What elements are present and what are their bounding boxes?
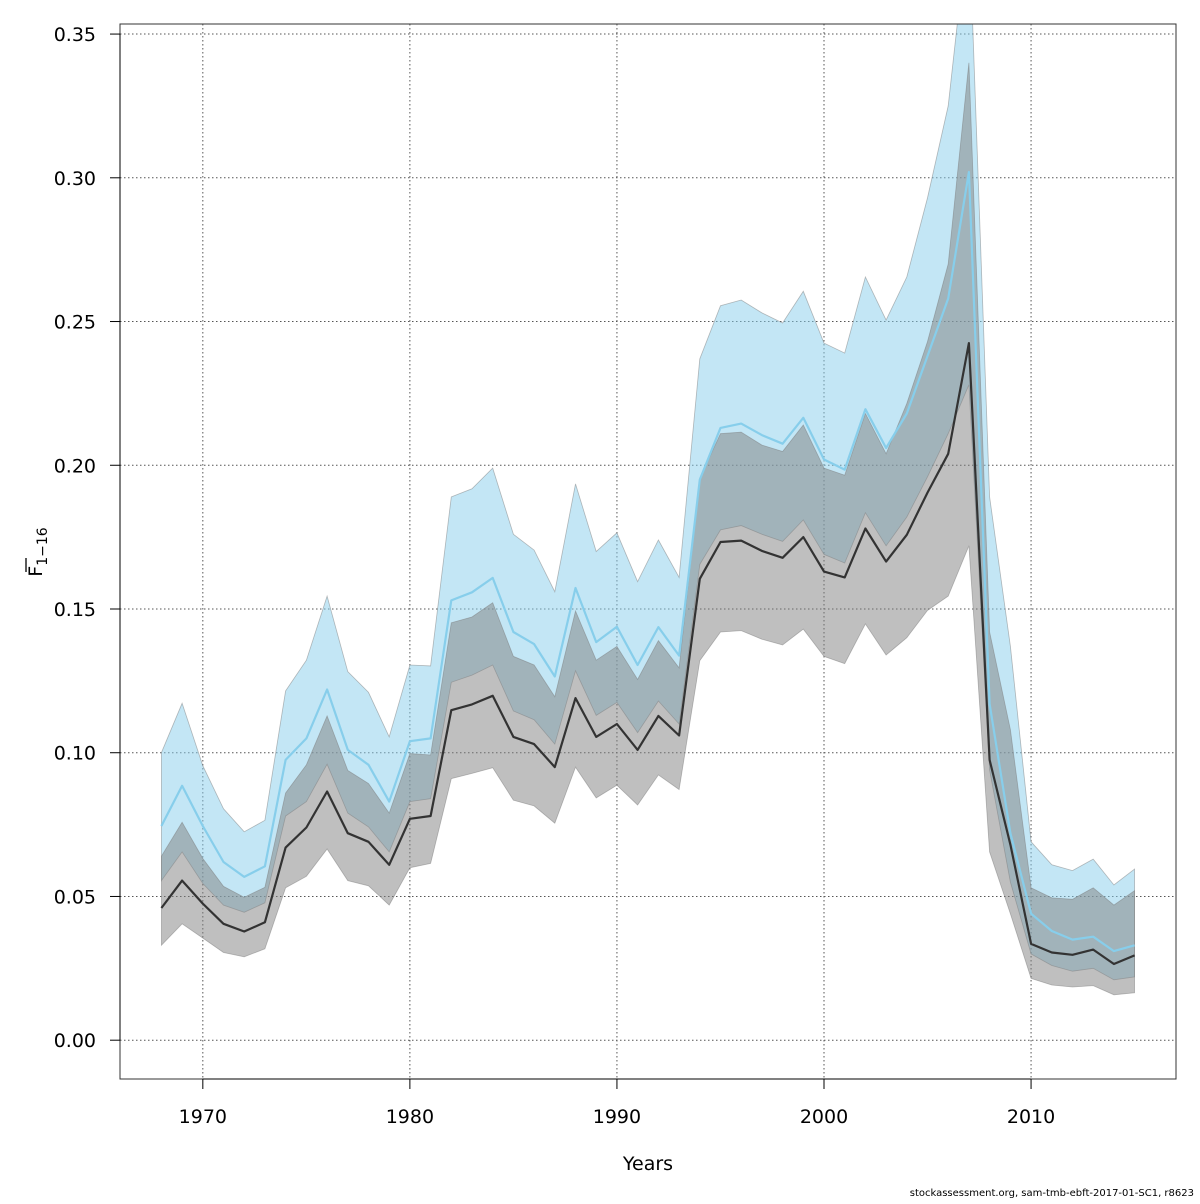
series-lines — [160, 170, 1136, 966]
axes: 1970 1980 1990 2000 2010 0.00 0.05 0.10 0.15 0.20… — [54, 24, 1056, 1128]
x-tick-label: 2010 — [1007, 1106, 1055, 1128]
svg-text:F1−16: F1−16 — [25, 527, 51, 576]
y-tick-label: 0.30 — [54, 168, 96, 190]
y-tick-label: 0.00 — [54, 1030, 96, 1052]
confidence-bands — [161, 24, 1135, 996]
x-tick-label: 1980 — [386, 1106, 434, 1128]
x-tick-label: 2000 — [800, 1106, 848, 1128]
x-tick-label: 1970 — [179, 1106, 227, 1128]
x-axis-title: Years — [622, 1153, 673, 1175]
blue-series-line — [160, 170, 1135, 953]
y-tick-label: 0.05 — [54, 886, 96, 908]
y-tick-label: 0.10 — [54, 743, 96, 765]
y-tick-label: 0.20 — [54, 455, 96, 477]
y-tick-label: 0.35 — [54, 24, 96, 46]
dark-confidence-band — [161, 62, 1135, 996]
y-tick-label: 0.15 — [54, 599, 96, 621]
credit-text: stockassessment.org, sam-tmb-ebft-2017-0… — [910, 1188, 1194, 1199]
y-axis-title-main: F — [25, 566, 47, 577]
y-tick-label: 0.25 — [54, 312, 96, 334]
y-axis-title-subscript: 1−16 — [35, 527, 51, 566]
x-tick-label: 1990 — [593, 1106, 641, 1128]
y-axis-title: F1−16 — [25, 527, 51, 576]
dark-series-line — [160, 342, 1136, 966]
